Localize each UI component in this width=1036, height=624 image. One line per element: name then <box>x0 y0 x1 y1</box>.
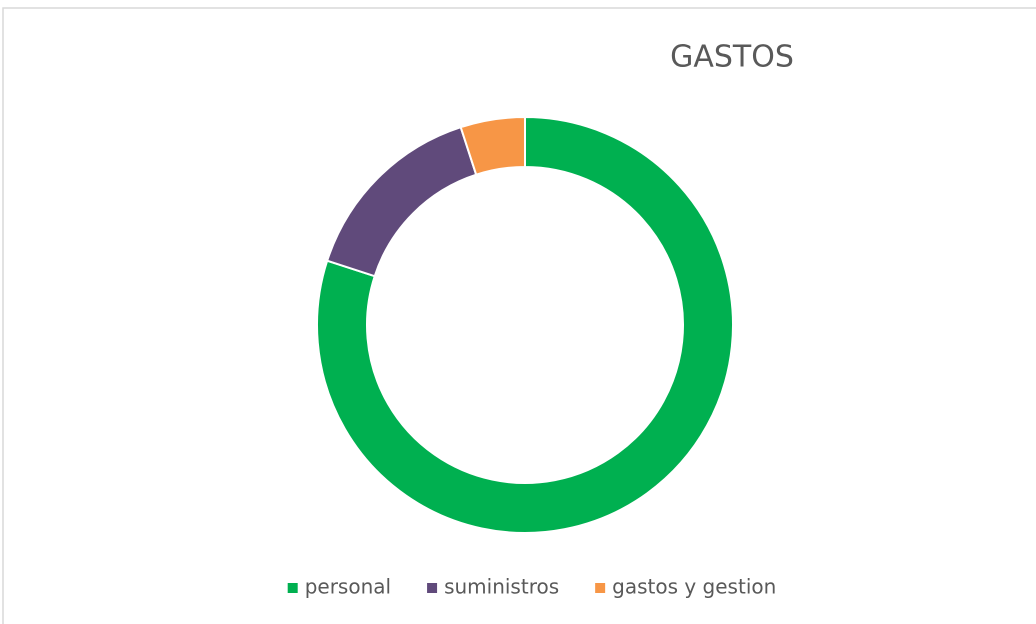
legend-label: gastos y gestion <box>612 575 776 599</box>
legend-label: suministros <box>444 575 559 599</box>
legend-swatch <box>595 583 606 593</box>
legend-swatch <box>427 583 438 593</box>
chart-title: GASTOS <box>670 40 794 75</box>
donut-slice <box>459 115 526 176</box>
donut-slice <box>316 115 734 534</box>
legend-swatch <box>287 583 298 593</box>
legend-label: personal <box>305 575 391 599</box>
